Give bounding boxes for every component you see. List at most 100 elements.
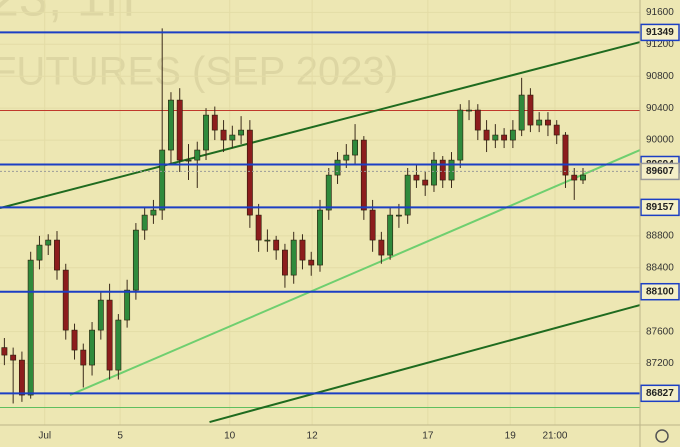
x-tick-label: 12 [307,431,319,442]
candle-body [71,329,78,351]
candle-body [203,114,209,151]
candle-body [483,129,490,141]
candle-body [10,354,17,361]
candle-body [141,214,148,231]
y-tick-label: 87200 [646,358,674,369]
y-tick-label: 90000 [646,135,674,146]
watermark-symbol: 23, 1h [0,0,135,28]
candle-body [255,214,262,241]
candle-body [395,214,402,217]
level-label: 89607 [646,166,674,177]
candle-body [220,129,227,141]
candle-body [299,239,306,261]
candle-body [97,299,104,331]
candle-body [352,139,358,156]
x-tick-label: 17 [422,431,434,442]
candle-body [80,349,87,366]
candle-body [518,94,525,131]
candle-body [387,214,394,256]
level-label: 86827 [646,388,674,399]
candle-body [176,99,183,161]
candle-body [194,149,201,161]
y-tick-label: 90400 [646,103,674,114]
candle-body [501,134,508,141]
candle-body [509,129,516,141]
x-tick-label: 19 [505,431,517,442]
level-label: 91349 [646,27,674,38]
candle-body [527,94,534,126]
trend-line [0,41,641,210]
candle-body [45,239,52,246]
x-tick-label: 5 [117,431,123,442]
y-tick-label: 91200 [646,39,674,50]
candle-body [360,139,367,211]
candle-body [229,134,236,141]
candle-body [466,109,472,112]
level-label-box [640,384,680,403]
candle-body [27,259,34,396]
candle-body [264,239,271,242]
x-tick-label: 21:00 [542,431,567,442]
candle-body [290,239,297,276]
y-tick-label: 90800 [646,71,674,82]
candle-body [562,134,569,176]
candle-body [282,249,288,276]
y-tick-label: 87600 [646,326,674,337]
candle-body [571,174,578,181]
candle-body [553,124,560,136]
candle-body [1,347,8,356]
candle-body [404,174,411,216]
candle-body [246,129,253,216]
candle-body [457,109,464,161]
candle-body [413,174,420,181]
candle-body [18,359,25,396]
candle-body [317,209,323,266]
y-tick-label: 88800 [646,230,674,241]
candle-body [132,229,139,291]
candle-body [580,174,586,181]
candle-body [474,109,481,131]
candle-body [334,159,341,176]
level-label-box [640,282,680,301]
level-label: 88100 [646,286,674,297]
candle-body [54,239,60,271]
candle-body [89,329,95,366]
x-tick-label: 10 [224,431,236,442]
candle-body [536,119,543,126]
candle-body [115,319,122,371]
candle-body [545,119,551,126]
candle-body [448,159,455,181]
candle-body [36,244,43,261]
settings-button[interactable] [655,429,669,443]
candle-body [422,179,429,186]
candle-body [124,289,131,321]
candle-body [185,159,192,162]
candle-body [431,159,437,186]
candle-body [343,154,350,161]
candle-body [168,99,174,151]
level-label-box [640,198,680,217]
x-tick-label: Jul [38,431,51,442]
candle-body [238,129,245,136]
y-tick-label: 88400 [646,262,674,273]
candle-body [492,134,499,141]
candle-body [308,259,315,266]
candle-body [325,174,332,211]
level-label: 89157 [646,202,674,213]
candle-body [273,239,280,251]
candle-body [378,239,385,256]
level-label-box [640,23,680,42]
candle-body [106,299,113,371]
candle-body [211,114,218,131]
candle-body [369,209,376,241]
y-tick-label: 91600 [646,7,674,18]
candle-body [62,269,69,331]
candle-body [439,159,446,181]
candle-body [159,149,166,211]
candle-body [150,209,157,216]
trend-line [209,304,641,424]
watermark-contract: FUTURES (SEP 2023) [0,50,398,94]
level-label-box [640,162,680,181]
